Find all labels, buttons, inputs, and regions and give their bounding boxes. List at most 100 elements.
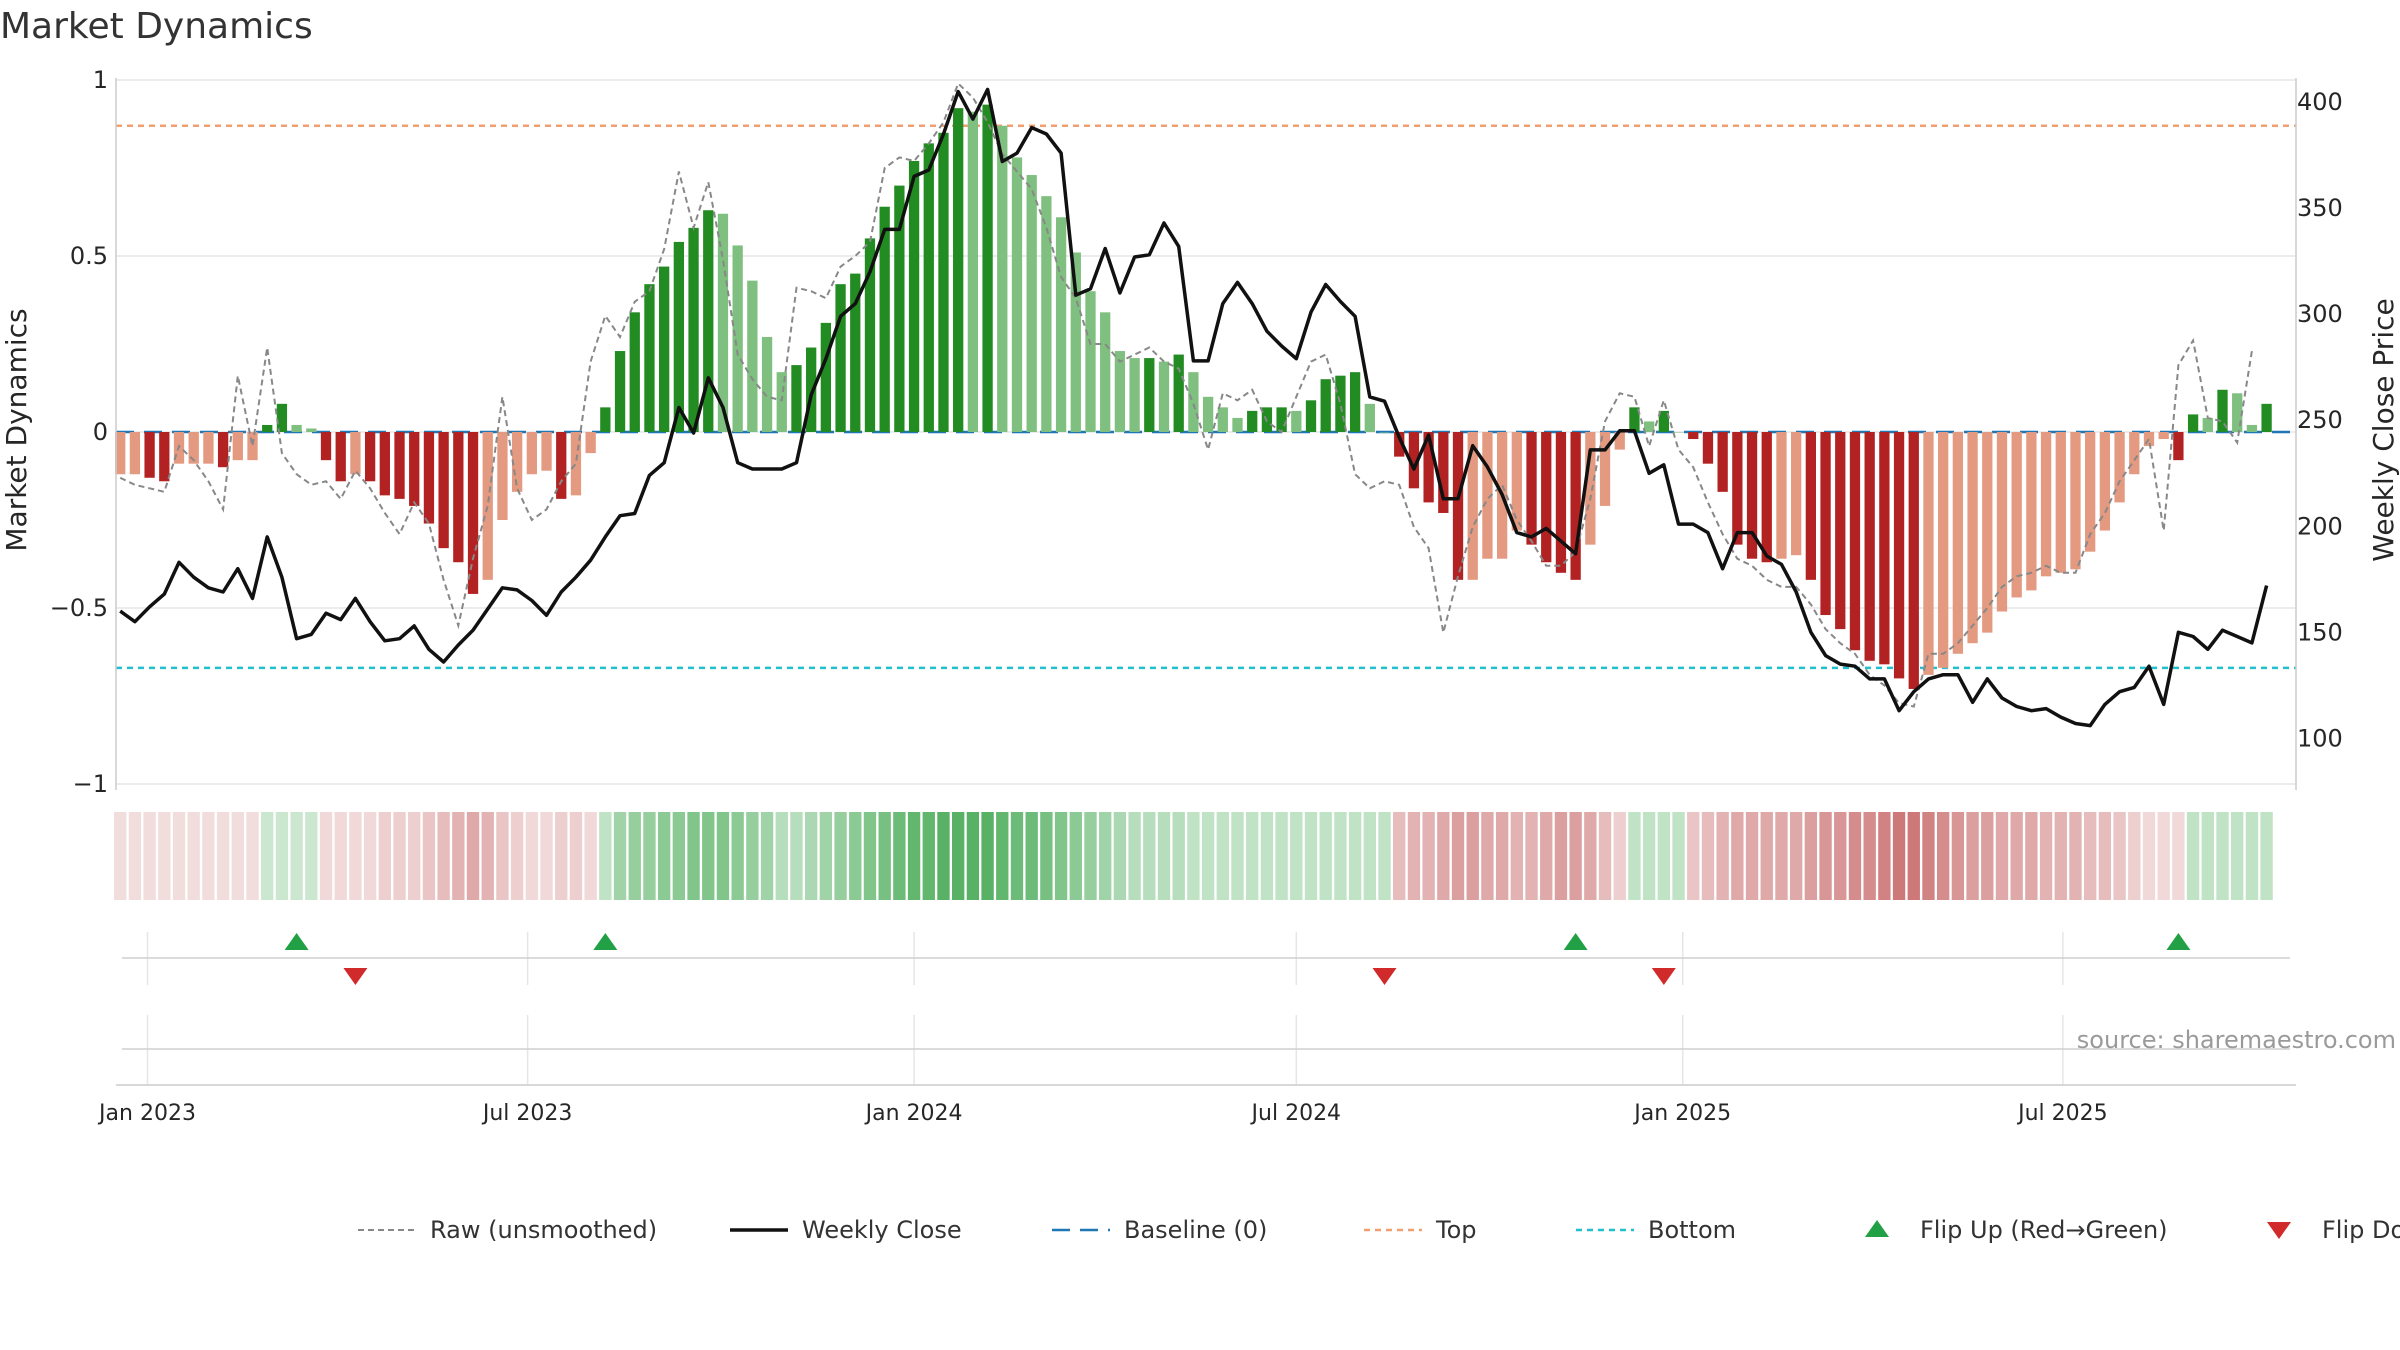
y-right-tick-label: 250 bbox=[2297, 406, 2343, 434]
heat-cell-93 bbox=[1481, 812, 1494, 900]
heat-cell-76 bbox=[1231, 812, 1244, 900]
flip-markers bbox=[122, 933, 2290, 1050]
y-left-tick-label: 0.5 bbox=[70, 242, 108, 270]
dynamics-bar-61 bbox=[1011, 157, 1023, 432]
dynamics-bar-90 bbox=[1438, 432, 1449, 513]
dynamics-bar-24 bbox=[467, 432, 479, 594]
dynamics-bar-8 bbox=[232, 432, 243, 461]
heat-cell-72 bbox=[1172, 812, 1185, 900]
heat-cell-22 bbox=[437, 812, 450, 900]
heat-cell-95 bbox=[1510, 812, 1524, 900]
dynamics-bar-128 bbox=[1996, 432, 2008, 612]
dynamics-bar-122 bbox=[1908, 432, 1919, 689]
heat-cell-113 bbox=[1775, 812, 1788, 900]
heat-cell-119 bbox=[1863, 812, 1876, 900]
dynamics-bar-146 bbox=[2261, 403, 2272, 432]
flip-up-marker-2 bbox=[1563, 933, 1588, 950]
dynamics-bar-28 bbox=[526, 432, 537, 475]
dynamics-bar-6 bbox=[203, 432, 214, 464]
heat-cell-111 bbox=[1745, 812, 1759, 900]
heat-cell-4 bbox=[172, 812, 186, 900]
heat-cell-42 bbox=[731, 812, 744, 900]
dynamics-bar-104 bbox=[1643, 421, 1655, 432]
dynamics-bar-15 bbox=[335, 432, 346, 482]
dynamics-bar-0 bbox=[115, 432, 126, 475]
dynamics-bar-70 bbox=[1144, 358, 1155, 432]
dynamics-bar-92 bbox=[1467, 432, 1478, 580]
dynamics-bar-3 bbox=[159, 432, 170, 482]
heat-cell-100 bbox=[1584, 812, 1597, 900]
heat-cell-10 bbox=[261, 812, 274, 900]
x-tick-label: Jul 2023 bbox=[481, 1101, 573, 1126]
heat-cell-37 bbox=[657, 812, 671, 900]
dynamics-bar-117 bbox=[1835, 432, 1846, 630]
heat-cell-90 bbox=[1437, 812, 1450, 900]
legend-item-top: Top bbox=[1364, 1216, 1477, 1244]
dynamics-bar-66 bbox=[1085, 291, 1096, 432]
y-right-tick-label: 200 bbox=[2297, 512, 2343, 540]
heat-cell-106 bbox=[1672, 812, 1685, 900]
weekly-close-series bbox=[119, 87, 2269, 728]
legend-label: Baseline (0) bbox=[1124, 1216, 1267, 1244]
heat-cell-89 bbox=[1422, 812, 1435, 900]
dynamics-bar-124 bbox=[1938, 432, 1949, 668]
dynamics-bar-55 bbox=[923, 143, 934, 433]
dynamics-bar-58 bbox=[967, 111, 979, 433]
heat-cell-21 bbox=[422, 812, 436, 900]
dynamics-bar-60 bbox=[997, 125, 1008, 432]
legend-item-raw: Raw (unsmoothed) bbox=[358, 1216, 657, 1244]
heat-cell-80 bbox=[1290, 812, 1303, 900]
heat-cell-61 bbox=[1010, 812, 1024, 900]
dynamics-bar-79 bbox=[1276, 407, 1287, 432]
dynamics-bar-129 bbox=[2011, 432, 2022, 598]
heat-cell-117 bbox=[1834, 812, 1847, 900]
source-credit: source: sharemaestro.com bbox=[2077, 1026, 2396, 1054]
dynamics-bar-84 bbox=[1349, 372, 1361, 432]
heat-cell-55 bbox=[922, 812, 935, 900]
heat-cell-20 bbox=[408, 812, 421, 900]
heat-cell-74 bbox=[1201, 812, 1215, 900]
dynamics-bar-10 bbox=[262, 424, 273, 432]
heat-cell-92 bbox=[1466, 812, 1479, 900]
heat-cell-25 bbox=[481, 812, 494, 900]
dynamics-bar-39 bbox=[688, 227, 699, 432]
dynamics-bar-32 bbox=[585, 432, 596, 454]
dynamics-bar-62 bbox=[1026, 175, 1037, 433]
dynamics-bar-88 bbox=[1408, 432, 1420, 489]
legend-item-baseline: Baseline (0) bbox=[1052, 1216, 1267, 1244]
dynamics-bar-46 bbox=[791, 365, 802, 432]
heat-cell-35 bbox=[628, 812, 641, 900]
x-tick-label: Jul 2025 bbox=[2016, 1101, 2108, 1126]
heat-cell-56 bbox=[937, 812, 950, 900]
dynamics-bar-5 bbox=[188, 432, 199, 464]
dynamics-bar-111 bbox=[1746, 432, 1758, 559]
heat-cell-34 bbox=[613, 812, 627, 900]
dynamics-bar-113 bbox=[1776, 432, 1787, 559]
dynamics-bar-97 bbox=[1541, 432, 1552, 563]
heat-cell-28 bbox=[525, 812, 539, 900]
chart-title: Market Dynamics bbox=[0, 6, 313, 47]
dynamics-bar-123 bbox=[1923, 432, 1934, 675]
heat-cell-114 bbox=[1789, 812, 1803, 900]
heat-cell-122 bbox=[1907, 812, 1920, 900]
heat-cell-7 bbox=[216, 812, 230, 900]
dynamics-bar-81 bbox=[1305, 400, 1317, 432]
dynamics-bar-110 bbox=[1732, 432, 1743, 545]
flip-up-marker-1 bbox=[593, 933, 618, 950]
dynamics-bar-86 bbox=[1379, 432, 1390, 433]
dynamics-bar-99 bbox=[1570, 432, 1581, 580]
dynamics-bar-106 bbox=[1673, 432, 1684, 433]
y-right-tick-label: 300 bbox=[2297, 300, 2343, 328]
dynamics-bar-112 bbox=[1761, 432, 1772, 563]
dynamics-bar-83 bbox=[1335, 375, 1346, 432]
heat-cell-23 bbox=[452, 812, 465, 900]
dynamics-bar-25 bbox=[482, 432, 493, 580]
heat-cell-52 bbox=[878, 812, 891, 900]
heat-cell-60 bbox=[996, 812, 1009, 900]
dynamics-bar-127 bbox=[1982, 432, 1993, 633]
dynamics-bar-44 bbox=[761, 336, 773, 432]
heat-cell-86 bbox=[1378, 812, 1391, 900]
dynamics-bar-108 bbox=[1702, 432, 1714, 464]
dynamics-bar-56 bbox=[938, 132, 949, 433]
dynamics-bar-119 bbox=[1864, 432, 1875, 661]
